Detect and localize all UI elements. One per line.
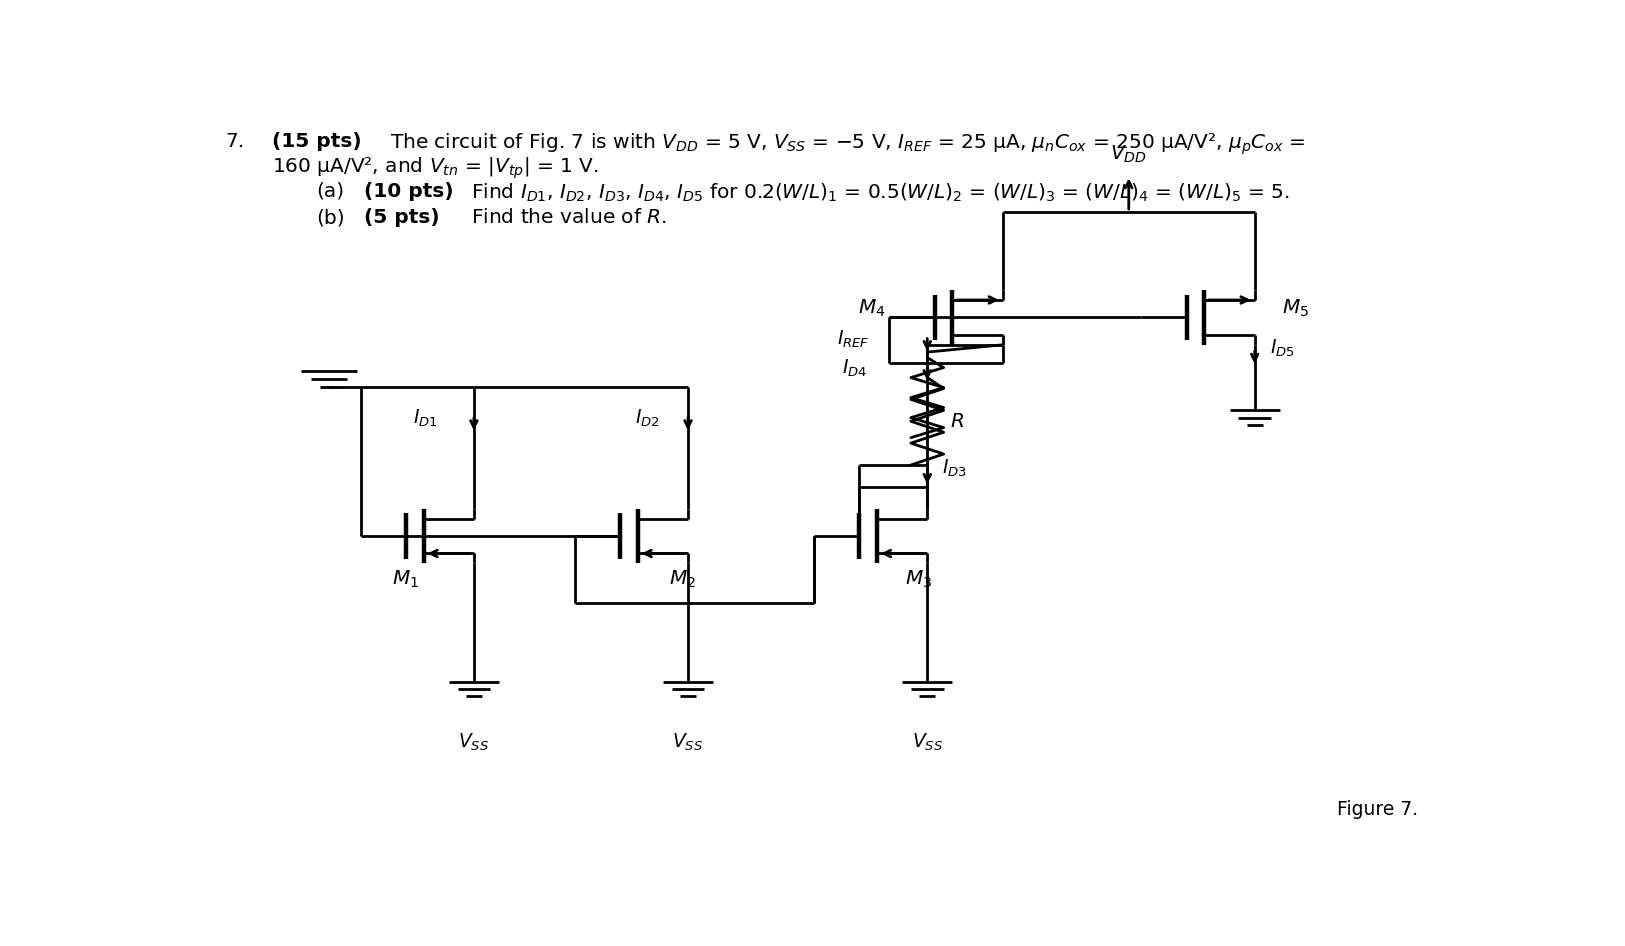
Text: (5 pts): (5 pts) xyxy=(364,208,440,227)
Text: 160 μA/V², and $V_{tn}$ = |$V_{tp}$| = 1 V.: 160 μA/V², and $V_{tn}$ = |$V_{tp}$| = 1… xyxy=(273,156,600,182)
Text: Find the value of $R$.: Find the value of $R$. xyxy=(471,208,668,227)
Text: 7.: 7. xyxy=(226,131,245,150)
Text: $I_{D4}$: $I_{D4}$ xyxy=(842,358,866,379)
Text: Figure 7.: Figure 7. xyxy=(1337,799,1419,818)
Text: Find $I_{D1}$, $I_{D2}$, $I_{D3}$, $I_{D4}$, $I_{D5}$ for 0.2$(W/L)_1$ = 0.5$(W/: Find $I_{D1}$, $I_{D2}$, $I_{D3}$, $I_{D… xyxy=(471,182,1290,204)
Text: $I_{D5}$: $I_{D5}$ xyxy=(1269,338,1295,359)
Text: $M_3$: $M_3$ xyxy=(905,569,931,590)
Text: $I_{D2}$: $I_{D2}$ xyxy=(635,408,660,429)
Text: $R$: $R$ xyxy=(951,412,964,430)
Text: (b): (b) xyxy=(317,208,344,227)
Text: $V_{SS}$: $V_{SS}$ xyxy=(458,731,489,752)
Text: (a): (a) xyxy=(317,182,344,201)
Text: $V_{SS}$: $V_{SS}$ xyxy=(912,731,942,752)
Text: $V_{DD}$: $V_{DD}$ xyxy=(1110,143,1147,165)
Text: The circuit of Fig. 7 is with $V_{DD}$ = 5 V, $V_{SS}$ = −5 V, $I_{REF}$ = 25 μA: The circuit of Fig. 7 is with $V_{DD}$ =… xyxy=(390,131,1305,157)
Text: $I_{REF}$: $I_{REF}$ xyxy=(837,328,869,350)
Text: $I_{D3}$: $I_{D3}$ xyxy=(942,458,967,480)
Text: $M_4$: $M_4$ xyxy=(858,298,886,320)
Text: $I_{D1}$: $I_{D1}$ xyxy=(413,408,439,429)
Text: (15 pts): (15 pts) xyxy=(273,131,362,150)
Text: $M_5$: $M_5$ xyxy=(1282,298,1310,320)
Text: $M_1$: $M_1$ xyxy=(392,569,419,590)
Text: $M_2$: $M_2$ xyxy=(670,569,696,590)
Text: (10 pts): (10 pts) xyxy=(364,182,453,201)
Text: $V_{SS}$: $V_{SS}$ xyxy=(673,731,704,752)
